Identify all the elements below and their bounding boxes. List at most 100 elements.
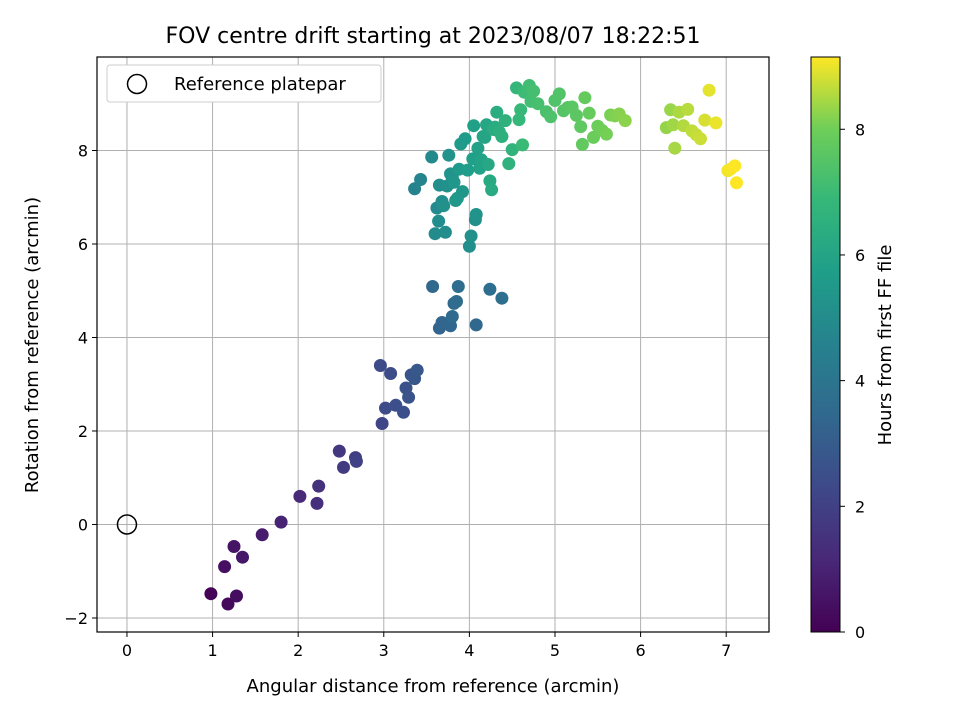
y-tick-label: 2 [78, 422, 88, 441]
scatter-point [221, 597, 235, 611]
scatter-point [451, 280, 465, 293]
scatter-point [512, 113, 526, 127]
x-tick-label: 6 [635, 641, 645, 660]
scatter-point [483, 282, 497, 296]
scatter-point [495, 291, 509, 305]
scatter-point [552, 87, 566, 101]
scatter-point [442, 148, 456, 162]
scatter-point [349, 454, 363, 468]
scatter-point [516, 138, 529, 152]
x-tick-label: 2 [293, 641, 303, 660]
y-tick-label: 4 [78, 328, 88, 347]
scatter-point [505, 143, 519, 157]
colorbar-label: Hours from first FF file [875, 245, 896, 446]
scatter-point [531, 97, 545, 111]
scatter-point [414, 173, 428, 186]
scatter-point [618, 114, 632, 128]
scatter-point [402, 390, 416, 404]
scatter-point [437, 199, 451, 213]
scatter-point [668, 141, 682, 155]
colorbar-tick-label: 0 [855, 623, 865, 642]
scatter-point [408, 182, 422, 196]
scatter-point [274, 515, 288, 529]
scatter-point [469, 208, 483, 221]
scatter-point [432, 214, 446, 228]
scatter-point [709, 116, 723, 130]
scatter-point [379, 401, 392, 415]
scatter-point [450, 295, 463, 308]
colorbar [810, 56, 841, 633]
colorbar-tick-label: 8 [855, 120, 865, 139]
y-axis-ticks: −2 0 2 4 6 8 [64, 141, 97, 628]
scatter-point [574, 120, 588, 134]
legend: Reference platepar [106, 64, 382, 103]
scatter-point [467, 119, 481, 133]
scatter-point [332, 444, 346, 458]
scatter-point [337, 460, 350, 474]
colorbar-tick-label: 4 [855, 372, 865, 391]
scatter-point [587, 130, 600, 144]
y-axis-label: Rotation from reference (arcmin) [22, 197, 43, 493]
scatter-point [293, 489, 307, 503]
scatter-point [227, 540, 241, 553]
legend-label: Reference platepar [174, 74, 346, 95]
scatter-point [236, 550, 249, 564]
scatter-point [471, 141, 485, 155]
scatter-point [312, 479, 326, 493]
x-tick-label: 0 [122, 641, 132, 660]
scatter-point [730, 176, 743, 190]
scatter-point [599, 127, 613, 141]
scatter-point [469, 318, 483, 332]
scatter-point [578, 91, 592, 105]
scatter-point [569, 108, 583, 122]
x-tick-label: 3 [379, 641, 389, 660]
scatter-point [428, 227, 442, 241]
y-tick-label: 0 [78, 515, 88, 534]
scatter-point [490, 105, 504, 119]
x-tick-label: 7 [721, 641, 731, 660]
scatter-point [375, 417, 389, 430]
scatter-point [702, 83, 716, 97]
scatter-point [456, 185, 469, 199]
scatter-point [582, 106, 596, 120]
scatter-point [666, 118, 680, 132]
y-tick-label: −2 [64, 609, 88, 628]
legend-marker [126, 73, 148, 95]
scatter-point [575, 137, 589, 151]
chart-title: FOV centre drift starting at 2023/08/07 … [166, 24, 701, 49]
scatter-point [478, 130, 492, 144]
scatter-point [410, 363, 424, 377]
x-tick-label: 4 [464, 641, 474, 660]
scatter-point [230, 589, 243, 603]
scatter-point [461, 163, 475, 177]
colorbar-ticks: 0 2 4 6 8 [840, 120, 865, 642]
scatter-point [462, 239, 476, 253]
reference-platepar-marker [116, 514, 138, 535]
scatter-point [384, 367, 398, 380]
scatter-point [438, 225, 452, 239]
scatter-point [310, 496, 324, 510]
scatter-points [204, 79, 743, 611]
legend-box [106, 64, 382, 103]
scatter-point [498, 114, 512, 128]
scatter-point [728, 159, 742, 173]
scatter-point [373, 359, 387, 372]
plot-frame [96, 56, 770, 633]
x-axis-label: Angular distance from reference (arcmin) [247, 676, 620, 697]
scatter-point [218, 560, 232, 574]
scatter-point [426, 280, 440, 293]
grid-lines [97, 57, 769, 632]
x-tick-label: 1 [207, 641, 217, 660]
scatter-point [458, 132, 472, 146]
scatter-point [681, 102, 695, 116]
x-tick-label: 5 [550, 641, 560, 660]
scatter-point [425, 150, 439, 164]
scatter-point [255, 528, 269, 542]
y-tick-label: 8 [78, 141, 88, 160]
scatter-point [694, 132, 707, 146]
scatter-point [204, 587, 218, 601]
scatter-point [514, 103, 528, 117]
scatter-point [485, 183, 499, 197]
scatter-point [464, 229, 478, 243]
